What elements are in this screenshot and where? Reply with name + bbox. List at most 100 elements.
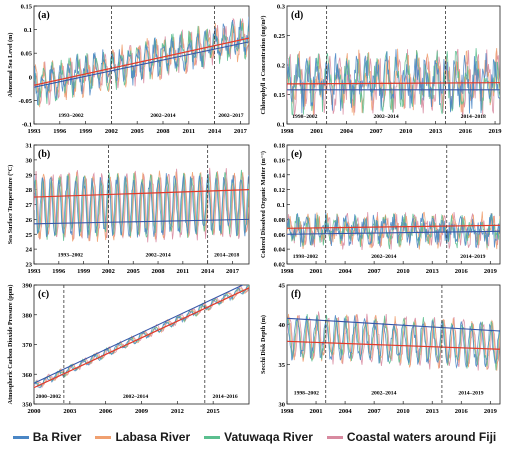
x-tick-label-b: 2008 (152, 268, 166, 275)
x-tick-label-a: 2011 (182, 128, 195, 135)
y-tick-label-d: 0.15 (274, 92, 286, 99)
y-tick-label-f: 40 (279, 322, 286, 329)
x-tick-label-f: 1998 (281, 408, 295, 415)
panel-label-a: (a) (38, 10, 50, 21)
y-axis-title-a: Abnormal Sea Level (m) (7, 33, 14, 98)
period-label: 2002–2017 (218, 113, 243, 119)
x-tick-label-c: 2012 (171, 408, 184, 415)
x-tick-label-c: 2015 (207, 408, 221, 415)
series-line-ba (287, 212, 500, 248)
y-axis-title-f: Secchi Disk Depth (m) (260, 315, 267, 374)
period-label: 1998–2002 (292, 114, 317, 120)
trend-line-main (34, 37, 249, 86)
y-axis-title-e: Colored Dissolved Organic Matter (m⁻¹) (260, 151, 267, 258)
period-label: 2002–2014 (123, 394, 148, 400)
y-tick-label-f: 45 (279, 283, 286, 290)
y-tick-label-b: 24 (26, 247, 33, 254)
y-tick-label-f: 30 (279, 402, 286, 409)
panel-c: 350 360 370 380 390 2000 2003 2006 2009 2012 2015 A… (7, 283, 250, 415)
legend-swatch-ba (12, 435, 29, 439)
x-tick-label-f: 2010 (397, 408, 410, 415)
x-tick-label-b: 1999 (77, 268, 91, 275)
series-group-c (34, 285, 249, 389)
panel-label-b: (b) (38, 149, 50, 160)
x-tick-label-e: 2001 (310, 268, 323, 275)
period-label: 1998–2002 (293, 254, 318, 260)
x-tick-label-a: 1999 (79, 128, 93, 135)
period-label: 2002–2014 (145, 253, 170, 259)
x-tick-label-a: 2017 (234, 128, 248, 135)
trend-line-main (287, 82, 500, 85)
trend-line-alt (34, 285, 244, 384)
period-label: 2014–2018 (214, 253, 239, 259)
x-tick-label-b: 2005 (127, 268, 141, 275)
series-group-b (34, 167, 249, 243)
x-tick-label-a: 1996 (53, 128, 67, 135)
y-tick-label-a: 0.05 (21, 51, 33, 58)
y-tick-label-d: 0.3 (277, 4, 286, 11)
period-label: 1998–2002 (294, 390, 319, 396)
x-tick-label-f: 2004 (339, 408, 353, 415)
series-line-ba (287, 49, 500, 114)
trend-line-main (34, 287, 249, 389)
x-tick-label-e: 2013 (426, 268, 440, 275)
period-label: 2002–2014 (150, 113, 175, 119)
y-tick-label-a: 0.15 (21, 4, 33, 11)
series-line-ba (34, 16, 249, 105)
y-tick-label-c: 390 (22, 283, 32, 290)
series-group-f (287, 311, 500, 371)
panel-f: 30 35 40 45 1998 2001 2004 2007 2010 2013 2016 2019… (260, 283, 501, 415)
legend-item-ba: Ba River (12, 430, 82, 444)
y-tick-label-b: 23 (26, 262, 33, 269)
y-tick-label-c: 350 (22, 402, 32, 409)
series-group-e (287, 211, 500, 251)
panel-label-d: (d) (291, 10, 303, 21)
period-label: 2002–2014 (373, 114, 398, 120)
y-tick-label-b: 29 (26, 172, 33, 179)
series-line-coastal (287, 48, 500, 118)
period-label: 2014–2016 (213, 394, 238, 400)
y-tick-label-e: 0.08 (274, 217, 286, 224)
x-tick-label-c: 2003 (63, 408, 77, 415)
panel-label-e: (e) (291, 149, 302, 160)
x-tick-label-e: 2016 (455, 268, 469, 275)
y-tick-label-d: 0.2 (277, 63, 285, 70)
x-tick-label-a: 2008 (157, 128, 171, 135)
y-tick-label-c: 360 (22, 372, 32, 379)
legend-label-labasa: Labasa River (115, 430, 191, 444)
y-axis-title-b: Sea Surface Temperature (°C) (7, 165, 14, 245)
x-tick-label-a: 1993 (28, 128, 42, 135)
trend-line-alt (34, 41, 249, 88)
period-label: 1993–2002 (58, 253, 83, 259)
x-tick-label-b: 2017 (226, 268, 240, 275)
legend-swatch-labasa (95, 435, 112, 439)
x-tick-label-a: 2002 (105, 128, 118, 135)
series-line-vatuwaqa (287, 314, 500, 371)
x-tick-label-f: 2016 (455, 408, 469, 415)
y-tick-label-e: 0.02 (274, 262, 285, 269)
legend-label-ba: Ba River (32, 430, 82, 444)
y-tick-label-b: 26 (26, 217, 33, 224)
y-tick-label-a: -0.1 (22, 122, 32, 129)
trend-line-alt (287, 317, 500, 332)
x-tick-label-e: 1998 (281, 268, 295, 275)
y-tick-label-b: 31 (26, 143, 33, 150)
x-tick-label-d: 2001 (310, 128, 323, 135)
y-tick-label-a: -0.05 (18, 98, 32, 105)
x-tick-label-f: 2007 (368, 408, 382, 415)
y-tick-label-a: 0.1 (24, 27, 32, 34)
legend-swatch-coastal (326, 435, 343, 439)
y-tick-label-e: 0.1 (277, 202, 285, 209)
x-tick-label-f: 2019 (484, 408, 498, 415)
y-tick-label-d: 0.25 (274, 33, 286, 40)
y-tick-label-c: 370 (22, 342, 32, 349)
x-tick-label-b: 1993 (28, 268, 42, 275)
period-label: 1993–2002 (58, 113, 83, 119)
x-tick-label-c: 2000 (28, 408, 41, 415)
trend-line-alt (287, 230, 500, 235)
legend-item-coastal: Coastal waters around Fiji (326, 430, 496, 444)
x-tick-label-b: 2011 (177, 268, 190, 275)
legend-swatch-vatuwaqa (204, 435, 221, 439)
y-tick-label-b: 25 (26, 232, 33, 239)
x-tick-label-a: 2005 (131, 128, 145, 135)
